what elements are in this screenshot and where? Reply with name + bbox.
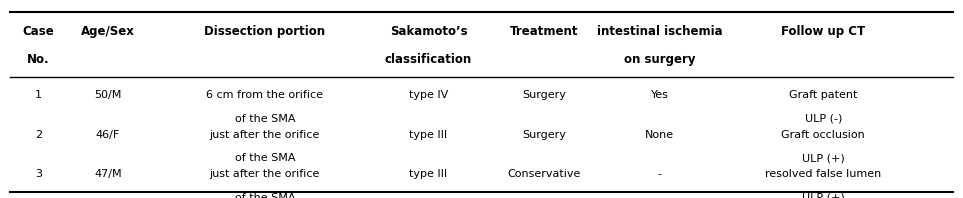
Text: just after the orifice: just after the orifice (210, 130, 320, 140)
Text: Graft patent: Graft patent (789, 90, 858, 100)
Text: on surgery: on surgery (624, 53, 695, 66)
Text: just after the orifice: just after the orifice (210, 169, 320, 179)
Text: No.: No. (27, 53, 50, 66)
Text: intestinal ischemia: intestinal ischemia (597, 25, 722, 38)
Text: classification: classification (385, 53, 472, 66)
Text: Graft occlusion: Graft occlusion (782, 130, 865, 140)
Text: type III: type III (409, 169, 448, 179)
Text: of the SMA: of the SMA (235, 153, 295, 163)
Text: Dissection portion: Dissection portion (204, 25, 325, 38)
Text: Sakamoto’s: Sakamoto’s (390, 25, 467, 38)
Text: Follow up CT: Follow up CT (781, 25, 866, 38)
Text: Case: Case (23, 25, 54, 38)
Text: resolved false lumen: resolved false lumen (766, 169, 881, 179)
Text: 47/M: 47/M (94, 169, 121, 179)
Text: of the SMA: of the SMA (235, 114, 295, 124)
Text: ULP (+): ULP (+) (802, 153, 845, 163)
Text: Treatment: Treatment (509, 25, 579, 38)
Text: ULP (+): ULP (+) (802, 193, 845, 198)
Text: 2: 2 (35, 130, 42, 140)
Text: Surgery: Surgery (522, 90, 566, 100)
Text: 46/F: 46/F (95, 130, 120, 140)
Text: of the SMA: of the SMA (235, 193, 295, 198)
Text: None: None (645, 130, 674, 140)
Text: Yes: Yes (651, 90, 668, 100)
Text: type IV: type IV (409, 90, 448, 100)
Text: -: - (658, 169, 662, 179)
Text: ULP (-): ULP (-) (805, 114, 842, 124)
Text: Conservative: Conservative (508, 169, 581, 179)
Text: 50/M: 50/M (94, 90, 121, 100)
Text: type III: type III (409, 130, 448, 140)
Text: Surgery: Surgery (522, 130, 566, 140)
Text: 6 cm from the orifice: 6 cm from the orifice (206, 90, 324, 100)
Text: 3: 3 (35, 169, 42, 179)
Text: Age/Sex: Age/Sex (81, 25, 135, 38)
Text: 1: 1 (35, 90, 42, 100)
